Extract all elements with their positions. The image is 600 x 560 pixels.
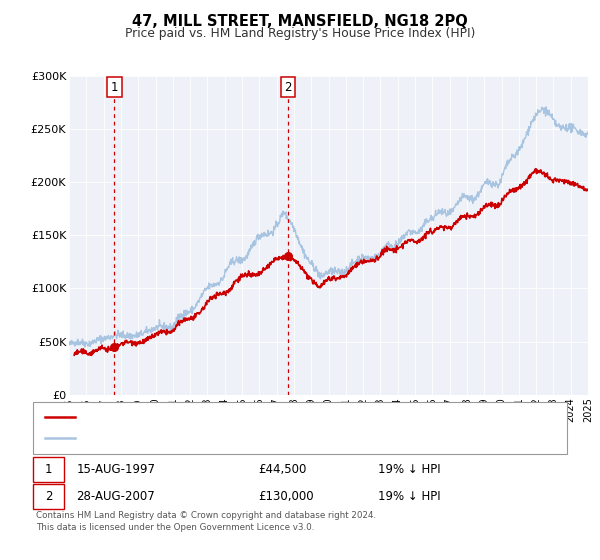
Text: 19% ↓ HPI: 19% ↓ HPI: [378, 463, 440, 476]
Text: 1: 1: [110, 81, 118, 94]
Text: 2: 2: [284, 81, 292, 94]
Text: £130,000: £130,000: [258, 490, 314, 503]
Text: 2: 2: [45, 490, 52, 503]
Text: £44,500: £44,500: [258, 463, 307, 476]
Text: 47, MILL STREET, MANSFIELD, NG18 2PQ (detached house): 47, MILL STREET, MANSFIELD, NG18 2PQ (de…: [81, 412, 404, 422]
Text: 1: 1: [45, 463, 52, 476]
Text: 28-AUG-2007: 28-AUG-2007: [76, 490, 155, 503]
Text: Contains HM Land Registry data © Crown copyright and database right 2024.: Contains HM Land Registry data © Crown c…: [36, 511, 376, 520]
Text: 19% ↓ HPI: 19% ↓ HPI: [378, 490, 440, 503]
Text: HPI: Average price, detached house, Mansfield: HPI: Average price, detached house, Mans…: [81, 433, 336, 444]
Text: This data is licensed under the Open Government Licence v3.0.: This data is licensed under the Open Gov…: [36, 523, 314, 532]
Text: Price paid vs. HM Land Registry's House Price Index (HPI): Price paid vs. HM Land Registry's House …: [125, 27, 475, 40]
Text: 47, MILL STREET, MANSFIELD, NG18 2PQ: 47, MILL STREET, MANSFIELD, NG18 2PQ: [132, 14, 468, 29]
Text: 15-AUG-1997: 15-AUG-1997: [76, 463, 155, 476]
